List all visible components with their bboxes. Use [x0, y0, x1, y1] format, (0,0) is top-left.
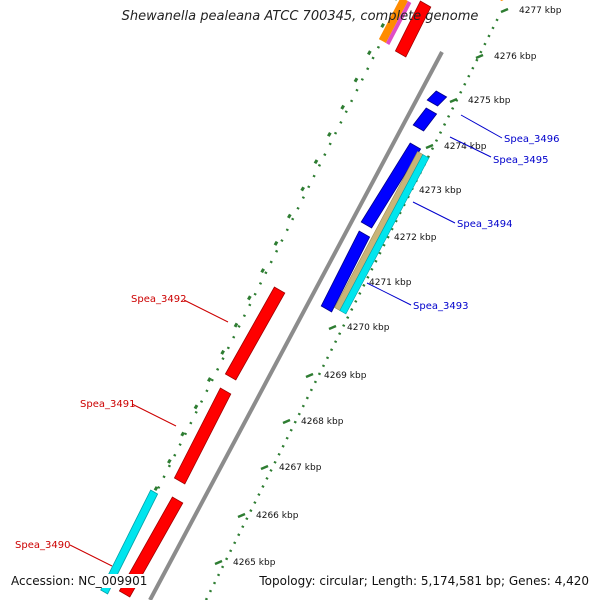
- gene-label-leader: [412, 201, 456, 224]
- inner-track-dash: [207, 377, 212, 383]
- inner-track-dash: [353, 77, 359, 83]
- inner-track-dash: [340, 104, 345, 110]
- ruler-tick-label: 4266 kbp: [256, 511, 299, 521]
- reverse-cds-block: [412, 107, 438, 132]
- inner-track-dash: [327, 131, 332, 137]
- forward-cds-block: [173, 387, 232, 485]
- ruler-tick: [328, 324, 337, 331]
- reverse-cds-block: [320, 230, 371, 313]
- ruler-tick-label: 4277 kbp: [519, 6, 562, 16]
- inner-track-dash: [167, 458, 172, 464]
- ruler-tick-label: 4273 kbp: [419, 186, 462, 196]
- ruler-tick: [449, 97, 458, 104]
- other-feature-block: [499, 0, 504, 1]
- inner-track-dash: [367, 50, 372, 56]
- gene-label: Spea_3491: [80, 399, 135, 410]
- inner-track-dash: [287, 213, 292, 219]
- ruler-tick: [214, 559, 223, 566]
- gene-label-leader: [366, 282, 412, 306]
- ruler-tick: [305, 372, 314, 379]
- ruler-tick: [260, 464, 269, 471]
- ruler-tick-label: 4276 kbp: [494, 52, 537, 62]
- forward-cds-block: [224, 286, 286, 381]
- ruler-tick-label: 4271 kbp: [369, 278, 412, 288]
- gene-label: Spea_3495: [493, 155, 548, 166]
- gene-label-leader: [460, 114, 503, 139]
- gene-label-leader: [183, 299, 229, 323]
- gene-label: Spea_3493: [413, 301, 468, 312]
- forward-cds-block: [118, 496, 184, 598]
- other-feature-block: [378, 0, 408, 43]
- inner-track-dash: [300, 186, 305, 192]
- ruler-tick-label: 4268 kbp: [301, 417, 344, 427]
- ruler-tick: [500, 7, 509, 14]
- other-feature-block: [385, 1, 412, 45]
- inner-track-dash: [220, 349, 225, 355]
- ruler-tick-label: 4269 kbp: [324, 371, 367, 381]
- inner-track-dash: [193, 404, 199, 410]
- inner-track-dash: [180, 431, 185, 437]
- inner-track-dash: [260, 268, 265, 274]
- gene-label: Spea_3496: [504, 134, 559, 145]
- gene-label-leader: [131, 403, 177, 427]
- ruler-tick-label: 4270 kbp: [347, 323, 390, 333]
- gene-label: Spea_3494: [457, 219, 512, 230]
- ruler-tick: [237, 512, 246, 519]
- inner-track-dash: [247, 295, 252, 301]
- ruler-tick: [475, 53, 484, 60]
- inner-track-dash: [273, 240, 279, 246]
- ruler-tick: [282, 418, 291, 425]
- reverse-cds-block: [360, 142, 422, 229]
- accession-label: Accession: NC_009901: [9, 574, 150, 588]
- forward-cds-block: [394, 0, 432, 58]
- ruler-tick-label: 4275 kbp: [468, 96, 511, 106]
- ruler-tick: [425, 143, 434, 150]
- ruler-tick-label: 4265 kbp: [233, 558, 276, 568]
- inner-track-dash: [233, 322, 239, 328]
- genome-summary: Topology: circular; Length: 5,174,581 bp…: [257, 574, 591, 588]
- ruler-tick-label: 4267 kbp: [279, 463, 322, 473]
- inner-track-line: [108, 0, 404, 586]
- rna-feature-block: [339, 154, 430, 315]
- gene-label-leader: [69, 544, 113, 567]
- gene-label: Spea_3492: [131, 294, 186, 305]
- rna-feature-block: [100, 489, 159, 595]
- gene-label-leader: [449, 136, 492, 158]
- inner-track-dash: [153, 486, 159, 492]
- reverse-cds-block: [426, 90, 448, 107]
- map-title: Shewanella pealeana ATCC 700345, complet…: [121, 9, 479, 24]
- ruler-tick-label: 4274 kbp: [444, 142, 487, 152]
- inner-track-dash: [313, 159, 319, 165]
- gene-label: Spea_3490: [15, 540, 70, 551]
- ruler-tick-label: 4272 kbp: [394, 233, 437, 243]
- inner-track-dash: [380, 23, 385, 28]
- ruler-line: [204, 17, 500, 600]
- genome-backbone: [148, 51, 444, 600]
